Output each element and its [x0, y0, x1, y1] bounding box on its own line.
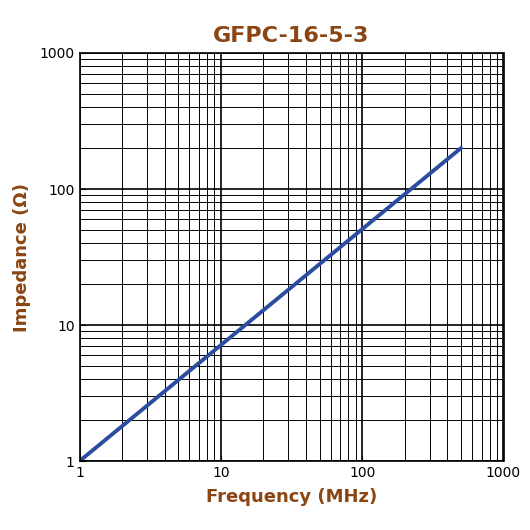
- X-axis label: Frequency (MHz): Frequency (MHz): [206, 488, 377, 506]
- Y-axis label: Impedance (Ω): Impedance (Ω): [13, 182, 31, 332]
- Title: GFPC-16-5-3: GFPC-16-5-3: [213, 26, 370, 46]
